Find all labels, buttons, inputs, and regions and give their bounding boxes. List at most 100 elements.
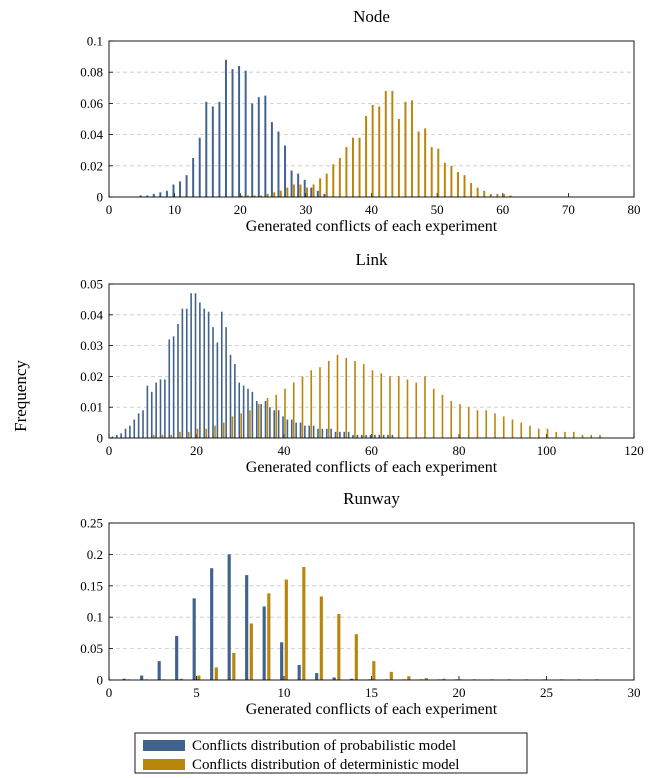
y-tick-label: 0.05 xyxy=(80,641,103,656)
bar xyxy=(509,195,512,197)
bar xyxy=(165,190,168,197)
bar xyxy=(310,370,313,438)
bar xyxy=(122,678,126,680)
bar xyxy=(177,324,179,438)
bar xyxy=(181,308,184,438)
bar xyxy=(308,425,311,438)
bar xyxy=(432,388,435,438)
bar xyxy=(325,428,328,438)
bar xyxy=(245,575,249,680)
legend-label: Conflicts distribution of deterministic … xyxy=(192,757,459,773)
bar xyxy=(470,182,473,197)
bar xyxy=(227,554,231,680)
bar xyxy=(159,379,162,438)
x-axis-label: Generated conflicts of each experiment xyxy=(246,218,498,235)
bar xyxy=(546,428,549,438)
bar xyxy=(397,119,400,197)
bar xyxy=(214,425,216,438)
bar xyxy=(225,327,227,438)
bar xyxy=(120,433,122,438)
bar xyxy=(389,671,393,680)
bar xyxy=(397,376,400,438)
y-tick-label: 0.03 xyxy=(80,338,103,353)
legend-box xyxy=(134,732,528,774)
bar xyxy=(564,431,566,438)
bar xyxy=(220,311,223,438)
bar xyxy=(450,401,453,438)
bar xyxy=(205,428,208,438)
x-tick-label: 80 xyxy=(628,202,641,217)
bar xyxy=(384,90,387,197)
bar xyxy=(378,106,381,197)
bar xyxy=(380,373,383,438)
bar xyxy=(255,401,258,438)
chart-title: Link xyxy=(355,250,388,269)
bar xyxy=(330,428,332,438)
bar xyxy=(599,434,601,438)
bar xyxy=(325,173,328,197)
bar xyxy=(185,175,188,197)
bar xyxy=(295,422,297,438)
bar xyxy=(443,162,446,197)
x-tick-label: 15 xyxy=(365,685,378,700)
bar xyxy=(338,158,341,197)
bar xyxy=(246,195,249,197)
bar xyxy=(417,131,420,197)
x-tick-label: 30 xyxy=(299,202,312,217)
bar xyxy=(315,673,319,680)
bar xyxy=(537,428,540,438)
y-tick-label: 0.1 xyxy=(87,34,103,49)
bar xyxy=(257,404,260,438)
bar xyxy=(251,391,254,438)
bar xyxy=(360,434,363,438)
bar xyxy=(159,192,162,197)
bar xyxy=(196,428,199,438)
bar xyxy=(222,422,225,438)
bar xyxy=(391,90,394,197)
bar xyxy=(175,636,179,680)
bar xyxy=(150,391,153,438)
legend: Conflicts distribution of probabilistic … xyxy=(134,732,528,774)
bar xyxy=(190,293,192,438)
x-tick-label: 50 xyxy=(431,202,444,217)
bar xyxy=(374,434,376,438)
bar xyxy=(275,394,278,438)
bar xyxy=(572,431,575,438)
bar xyxy=(369,434,372,438)
y-tick-label: 0.04 xyxy=(80,127,103,142)
bar xyxy=(332,164,335,197)
bar xyxy=(339,431,341,438)
bar xyxy=(253,195,256,197)
bar xyxy=(179,181,182,197)
bar xyxy=(257,97,260,197)
y-tick-label: 0.02 xyxy=(80,158,103,173)
bar xyxy=(249,623,253,680)
bar xyxy=(424,128,427,197)
chart-title: Runway xyxy=(343,489,400,508)
bar xyxy=(336,354,339,438)
bar xyxy=(382,434,385,438)
bar xyxy=(273,410,276,438)
bar xyxy=(362,364,365,438)
x-tick-label: 25 xyxy=(540,685,553,700)
bar xyxy=(161,434,164,438)
bar xyxy=(306,187,309,197)
bar xyxy=(240,195,243,197)
x-tick-label: 0 xyxy=(106,685,113,700)
bar xyxy=(463,175,466,197)
bar xyxy=(323,193,326,197)
bars xyxy=(111,293,601,438)
bar xyxy=(192,158,195,197)
bar xyxy=(345,357,348,438)
bar xyxy=(304,425,306,438)
bar xyxy=(242,385,245,438)
x-tick-label: 40 xyxy=(278,443,291,458)
x-tick-label: 70 xyxy=(562,202,575,217)
bar xyxy=(267,593,271,680)
bar xyxy=(407,676,411,680)
y-tick-label: 0.15 xyxy=(80,578,103,593)
x-tick-label: 0 xyxy=(106,443,113,458)
x-axis-label: Generated conflicts of each experiment xyxy=(246,701,498,718)
bars xyxy=(122,554,599,680)
